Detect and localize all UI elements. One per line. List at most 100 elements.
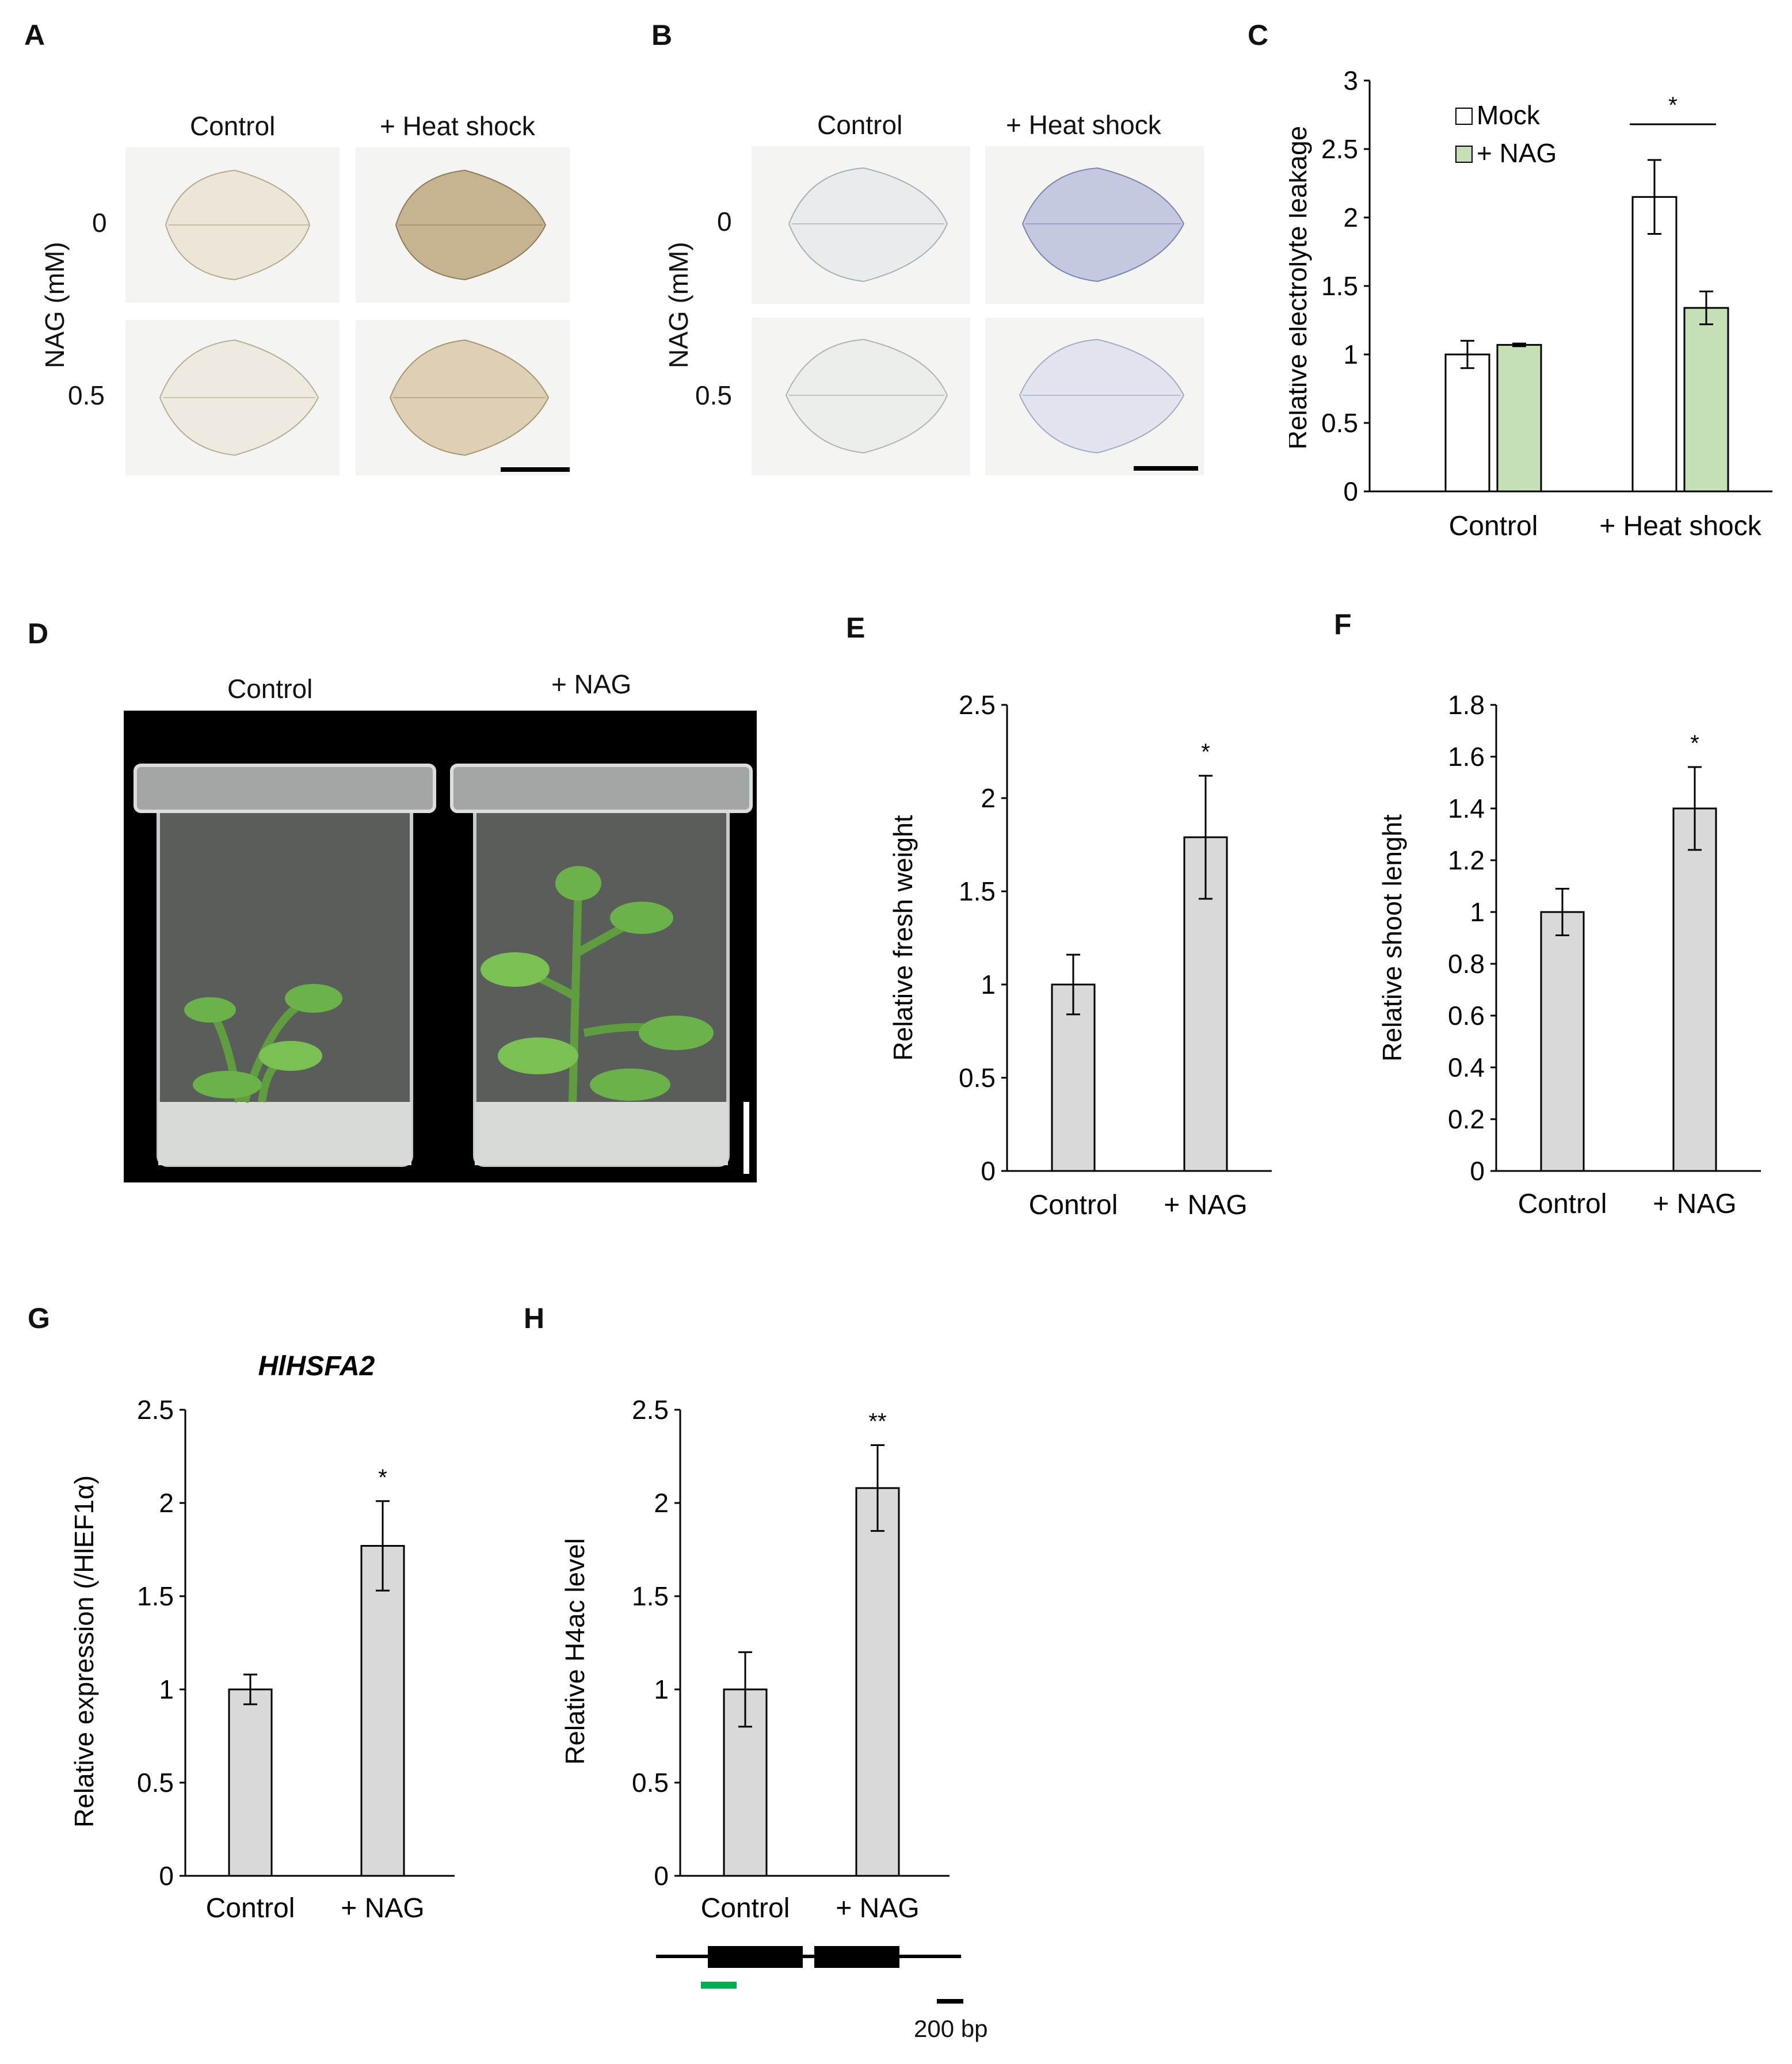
g-nag-significance: * — [378, 1465, 387, 1490]
c-legend-mock: Mock — [1477, 100, 1541, 130]
c-mock-bar — [1444, 353, 1490, 493]
chart-c: 0 0.5 1 1.5 2 2.5 3 Control + Heat shock Relat… — [1289, 66, 1772, 541]
h-tick-label: 1.5 — [632, 1581, 669, 1611]
f-tick-label: 1.2 — [1448, 845, 1485, 875]
e-control-bar — [1051, 983, 1096, 1172]
panel-b-row-0: 0 — [717, 207, 732, 236]
leaf-image-a-control-05 — [125, 320, 340, 475]
f-tick-label: 0.2 — [1448, 1104, 1485, 1134]
g-category-nag: + NAG — [341, 1893, 424, 1924]
c-nag-bar — [1496, 344, 1542, 493]
panel-label-b: B — [651, 19, 673, 51]
panel-label-d: D — [28, 617, 49, 650]
g-nag-bar — [360, 1545, 405, 1877]
leaf-image-a-heat-05 — [356, 320, 570, 475]
e-tick-label: 2 — [981, 783, 996, 813]
c-category-control: Control — [1449, 511, 1538, 541]
f-nag-bar — [1672, 807, 1717, 1172]
h-ylabel: Relative H4ac level — [560, 1538, 590, 1765]
panel-label-a: A — [24, 19, 45, 51]
panel-label-f: F — [1334, 608, 1352, 640]
f-control-bar — [1540, 911, 1585, 1172]
e-nag-significance: * — [1201, 739, 1210, 765]
leaf-image-b-heat-0 — [985, 146, 1204, 304]
c-tick-label: 1.5 — [1321, 271, 1358, 301]
e-tick-label: 1 — [981, 970, 996, 999]
f-tick-label: 1.6 — [1448, 742, 1485, 772]
panel-label-e: E — [846, 612, 866, 644]
c-tick-label: 3 — [1343, 66, 1358, 96]
panel-b-col-heat: + Heat shock — [1006, 110, 1161, 140]
g-ylabel: Relative expression (/HlEF1α) — [69, 1475, 99, 1828]
c-category-heat: + Heat shock — [1599, 511, 1762, 541]
jar-control — [134, 764, 436, 1167]
f-category-nag: + NAG — [1653, 1189, 1736, 1219]
panel-a-row-05: 0.5 — [68, 380, 105, 410]
h-tick-label: 1 — [654, 1674, 669, 1704]
f-tick-label: 0.6 — [1448, 1001, 1485, 1031]
f-nag-significance: * — [1690, 731, 1699, 756]
leaf-image-b-heat-05 — [985, 318, 1204, 475]
f-category-control: Control — [1518, 1189, 1607, 1219]
h-tick-label: 2.5 — [632, 1395, 669, 1425]
panel-a-col-heat: + Heat shock — [380, 111, 535, 141]
c-tick-label: 2.5 — [1321, 134, 1358, 164]
leaf-image-a-heat-0 — [356, 147, 570, 303]
primer-region-mark — [701, 1982, 737, 1989]
h-nag-bar — [855, 1487, 900, 1877]
chart-h: 0 0.5 1 1.5 2 2.5 ** Control + NAG Relative H4… — [560, 1395, 950, 1924]
f-tick-label: 1.8 — [1448, 690, 1485, 720]
f-tick-label: 0 — [1470, 1156, 1485, 1186]
leaf-image-a-control-0 — [125, 147, 340, 303]
c-tick-label: 0 — [1343, 476, 1358, 506]
panel-label-h: H — [524, 1302, 545, 1334]
scale-bar-d — [744, 1102, 749, 1174]
scale-bar-b — [1134, 466, 1198, 471]
h-tick-label: 2 — [654, 1488, 669, 1518]
g-tick-label: 2.5 — [137, 1395, 174, 1425]
panel-d-col-nag: + NAG — [551, 669, 632, 699]
panel-b-row-05: 0.5 — [695, 380, 732, 410]
leaf-image-b-control-0 — [752, 146, 970, 304]
f-tick-label: 0.8 — [1448, 949, 1485, 979]
f-ylabel: Relative shoot lenght — [1377, 814, 1407, 1062]
h-category-nag: + NAG — [836, 1893, 919, 1924]
panel-a-col-control: Control — [190, 111, 276, 141]
gene-exon-1 — [708, 1946, 803, 1968]
gene-scale-label: 200 bp — [914, 2015, 988, 2042]
panel-b-col-control: Control — [817, 110, 903, 140]
gene-exon-2 — [814, 1946, 899, 1968]
jar-nag — [450, 764, 753, 1167]
c-significance-star: * — [1668, 93, 1677, 118]
g-tick-label: 1 — [159, 1674, 174, 1704]
h-nag-significance: ** — [868, 1409, 886, 1435]
panel-label-c: C — [1248, 19, 1269, 51]
f-tick-label: 1 — [1470, 897, 1485, 927]
gene-scale-bar — [937, 1999, 963, 2004]
e-tick-label: 0.5 — [959, 1063, 996, 1093]
scale-bar-a — [501, 467, 570, 472]
c-tick-label: 1 — [1343, 339, 1358, 369]
h-category-control: Control — [701, 1893, 790, 1924]
leaf-image-b-control-05 — [752, 318, 970, 475]
h-tick-label: 0 — [654, 1861, 669, 1891]
panel-b-ylabel: NAG (mM) — [664, 242, 693, 368]
c-ylabel: Relative electrolyte leakage — [1289, 126, 1312, 450]
g-control-bar — [228, 1688, 273, 1877]
c-legend-swatch-nag — [1455, 146, 1473, 163]
gene-diagram — [656, 1946, 963, 2004]
e-tick-label: 0 — [981, 1156, 996, 1186]
c-tick-label: 0.5 — [1321, 408, 1358, 438]
chart-g: HlHSFA2 0 0.5 1 1.5 2 2.5 * Control + NAG Rela… — [69, 1351, 455, 1924]
e-category-control: Control — [1029, 1190, 1118, 1220]
e-tick-label: 1.5 — [959, 876, 996, 906]
c-mock-bar — [1631, 196, 1677, 493]
g-tick-label: 1.5 — [137, 1581, 174, 1611]
g-category-control: Control — [206, 1893, 295, 1924]
chart-e: 0 0.5 1 1.5 2 2.5 * Control + NAG Relative fre… — [888, 690, 1272, 1220]
g-tick-label: 0 — [159, 1861, 174, 1891]
g-tick-label: 2 — [159, 1488, 174, 1518]
f-tick-label: 1.4 — [1448, 793, 1485, 823]
g-tick-label: 0.5 — [137, 1768, 174, 1798]
h-tick-label: 0.5 — [632, 1768, 669, 1798]
